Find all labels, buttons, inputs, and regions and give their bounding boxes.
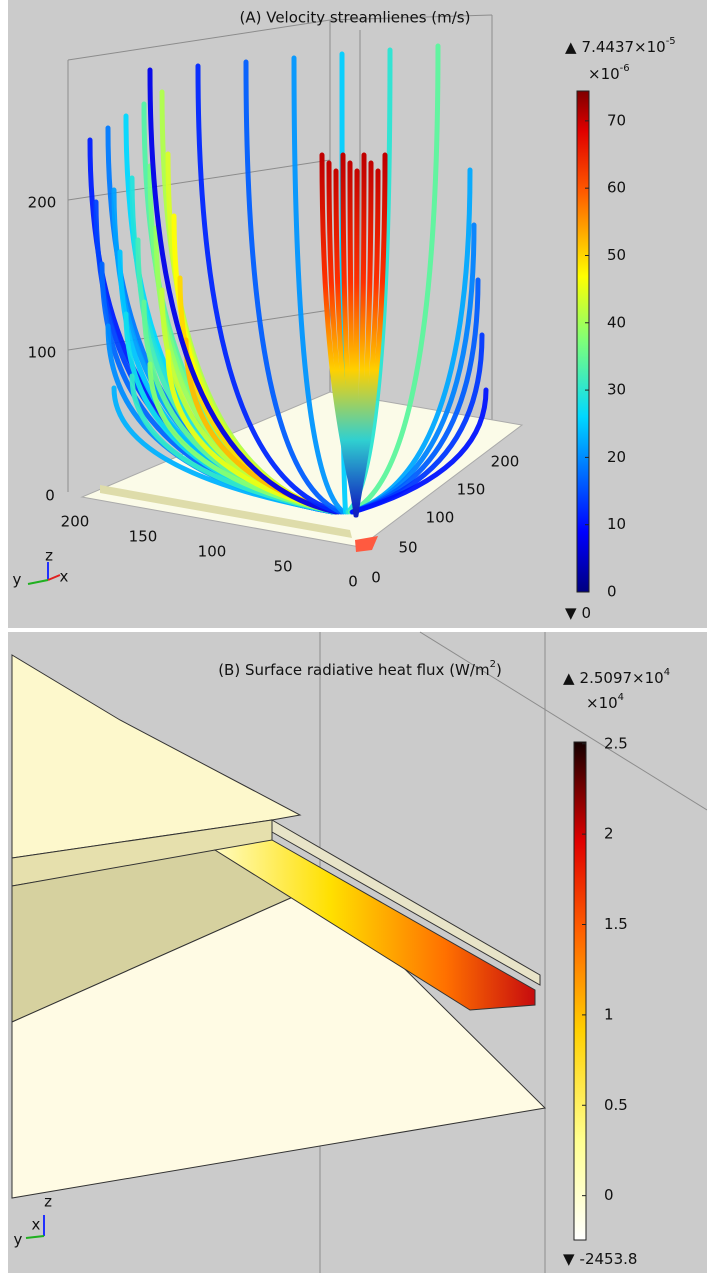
colorbar-tick-label: 50 (607, 246, 626, 264)
heat-source (355, 536, 378, 552)
streamlines (87, 43, 489, 518)
triad-z: z (44, 1193, 52, 1211)
triad-z: z (45, 547, 53, 565)
triad-x: x (60, 568, 69, 586)
panel-title: (A) Velocity streamlienes (m/s) (240, 9, 471, 27)
colorbar-tick-label: 1 (604, 1005, 614, 1023)
streamline (147, 67, 339, 515)
colorbar-max: ▲ 7.4437×10-5 (565, 36, 676, 56)
streamline (291, 55, 346, 515)
axis-tick-label: 200 (61, 513, 90, 531)
floor (11, 884, 547, 1199)
axis-tick-label: 0 (45, 487, 55, 505)
colorbar-tick-label: 0 (607, 583, 617, 601)
panel-title: (B) Surface radiative heat flux (W/m2) (218, 659, 502, 679)
axis-tick-label: 100 (426, 509, 455, 527)
colorbar-tick-label: 1.5 (604, 915, 628, 933)
beam-flange (271, 819, 541, 986)
streamline (347, 43, 441, 515)
colorbar-tick-label: 40 (607, 313, 626, 331)
axis-tick-label: 200 (491, 453, 520, 471)
axis-triad: z y x (13, 547, 69, 589)
triad-y: y (14, 1231, 23, 1249)
axis-tick-label: 100 (28, 344, 57, 362)
axis-tick-label: 150 (129, 528, 158, 546)
colorbar-scale: ×10-6 (588, 63, 630, 83)
triad-y: y (13, 571, 22, 589)
colorbar-tick-label: 2 (604, 825, 614, 843)
triad-x: x (32, 1216, 41, 1234)
upper-plate (11, 654, 302, 859)
colorbar-min: ▼ -2453.8 (563, 1250, 637, 1268)
streamline (353, 152, 388, 518)
axis-tick-label: 0 (371, 569, 381, 587)
colorbar (576, 90, 590, 593)
colorbar-tick-label: 0 (604, 1186, 614, 1204)
streamline (350, 387, 489, 515)
plate-strip (100, 485, 352, 538)
axis-tick-label: 150 (457, 481, 486, 499)
axis-tick-label: 0 (348, 573, 358, 591)
colorbar (573, 741, 587, 1241)
colorbar-tick-label: 30 (607, 381, 626, 399)
axis-tick-label: 50 (398, 539, 417, 557)
axis-tick-label: 100 (198, 543, 227, 561)
streamline (195, 63, 341, 515)
panel-b: (B) Surface radiative heat flux (W/m2) ▲… (8, 631, 707, 1273)
colorbar-tick-label: 60 (607, 179, 626, 197)
streamline (243, 59, 344, 515)
colorbar-max: ▲ 2.5097×104 (563, 667, 670, 687)
colorbar-min: ▼ 0 (565, 604, 591, 622)
colorbar-tick-label: 0.5 (604, 1096, 628, 1114)
beam (213, 839, 536, 1011)
colorbar-tick-label: 20 (607, 448, 626, 466)
axis-tick-label: 200 (28, 194, 57, 212)
colorbar-tick-label: 2.5 (604, 734, 628, 752)
panel-a: (A) Velocity streamlienes (m/s) ▲ 7.4437×… (8, 0, 707, 628)
colorbar-tick-label: 70 (607, 111, 626, 129)
colorbar-tick-label: 10 (607, 515, 626, 533)
axis-tick-label: 50 (273, 558, 292, 576)
colorbar-scale: ×104 (586, 692, 624, 712)
axis-triad: z x y (14, 1193, 53, 1249)
